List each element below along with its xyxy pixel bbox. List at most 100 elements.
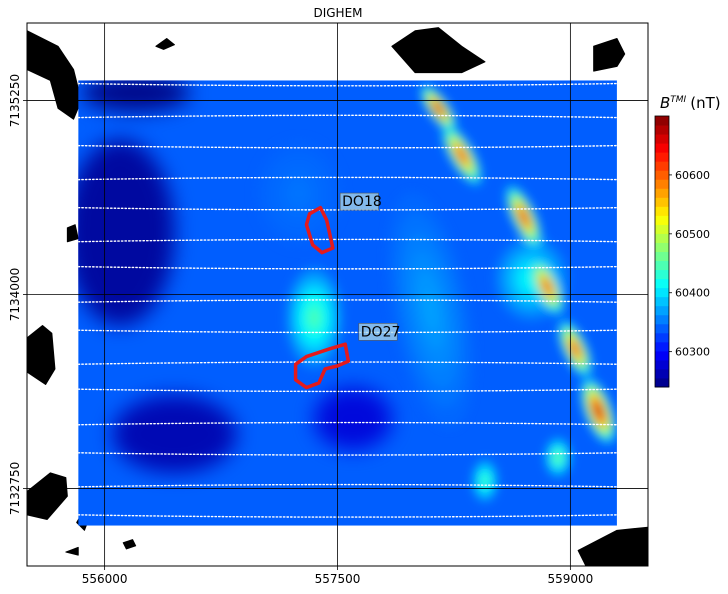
colorbar-tick-label: 60400: [675, 287, 710, 300]
outline-do18: [304, 205, 335, 255]
anomaly: [544, 436, 572, 478]
anomaly-contour: [595, 405, 602, 417]
colorbar-band: [655, 269, 669, 280]
anomaly-contour: [435, 104, 442, 113]
y-tick-label: 7132750: [8, 462, 22, 515]
anomaly-contour: [458, 149, 466, 160]
colorbar-tick-label: 60300: [675, 346, 710, 359]
topography-patch: [66, 224, 79, 243]
topography-patch: [155, 38, 175, 50]
low-field-region: [112, 395, 237, 473]
topography-patch: [391, 27, 486, 74]
colorbar-band: [655, 260, 669, 271]
colorbar-band: [655, 233, 669, 243]
anomaly: [386, 192, 475, 428]
anomaly-contour: [291, 184, 307, 203]
flight-line: [78, 388, 617, 393]
flight-line: [78, 176, 617, 181]
flight-line: [78, 114, 617, 119]
colorbar-band: [655, 179, 669, 189]
x-tick-layer: 556000 557500 559000: [82, 566, 593, 586]
topography-patch: [577, 526, 648, 566]
annotation-layer: DO18 DO27: [339, 192, 401, 341]
topography-patch: [27, 472, 68, 520]
anomaly-contour: [520, 211, 527, 223]
colorbar-band: [655, 188, 669, 198]
colorbar-band: [655, 197, 669, 207]
topography-layer: [27, 27, 648, 566]
colorbar-tick-label: 60600: [675, 169, 710, 182]
colorbar-band: [655, 170, 669, 180]
y-tick-label: 7135250: [8, 74, 22, 127]
colorbar-band: [655, 206, 669, 216]
annotation-box: [358, 323, 398, 341]
colorbar-tick-label: 60500: [675, 228, 710, 241]
topography-patch: [65, 546, 79, 556]
colorbar-band: [655, 305, 669, 316]
colorbar-band: [655, 314, 669, 325]
colorbar-band: [655, 377, 669, 388]
topography-patch: [27, 30, 82, 120]
anomaly-contour: [555, 453, 561, 461]
colorbar-band: [655, 296, 669, 307]
topography-patch: [593, 38, 626, 72]
annotation-label: DO27: [358, 323, 401, 341]
anomaly-contour: [544, 282, 550, 292]
low-field-region: [78, 139, 175, 326]
colorbar-band: [655, 359, 669, 370]
flight-line: [78, 483, 617, 488]
flight-line: [78, 514, 617, 518]
anomaly-contour: [482, 476, 488, 485]
topography-patch: [122, 539, 137, 550]
flight-line: [78, 144, 617, 149]
colorbar-bands: [655, 116, 669, 388]
annotation-box: [339, 192, 379, 211]
x-tick-label: 559000: [547, 572, 593, 586]
anomaly: [471, 458, 499, 503]
anomaly: [254, 139, 344, 249]
low-field-layer: [78, 80, 392, 473]
colorbar-band: [655, 350, 669, 361]
colorbar-frame: [654, 115, 670, 388]
annotation-text: DO18: [342, 194, 382, 210]
low-field-region: [314, 387, 392, 450]
flight-line: [78, 82, 617, 87]
anomaly-contour: [572, 344, 578, 354]
annotation-label: DO18: [339, 192, 382, 211]
colorbar-band: [655, 134, 669, 144]
colorbar: BTMI (nT) 60300 60400 60500 60600: [654, 94, 721, 388]
y-tick-layer: 7132750 7134000 7135250: [8, 74, 27, 515]
colorbar-band: [655, 161, 669, 171]
outline-do27: [293, 342, 351, 390]
colorbar-band: [655, 278, 669, 289]
survey-field-layer: [78, 80, 617, 526]
flight-line: [78, 329, 617, 334]
colorbar-band: [655, 368, 669, 379]
colorbar-band: [655, 215, 669, 225]
flight-line: [78, 265, 617, 270]
plot-area: DO18 DO27: [27, 23, 648, 566]
anomaly: [558, 320, 592, 378]
colorbar-band: [655, 143, 669, 153]
x-tick-label: 556000: [82, 572, 128, 586]
chart-title: DIGHEM: [313, 6, 362, 20]
anomaly-contour: [309, 309, 320, 327]
colorbar-ticks: 60300 60400 60500 60600: [669, 169, 710, 359]
colorbar-band: [655, 224, 669, 234]
colorbar-band: [655, 251, 669, 262]
colorbar-band: [655, 323, 669, 334]
annotation-text: DO27: [361, 324, 401, 340]
flight-line: [78, 299, 617, 303]
topography-patch: [27, 325, 56, 385]
colorbar-band: [655, 152, 669, 162]
y-tick-label: 7134000: [8, 268, 22, 321]
anomaly: [285, 266, 344, 369]
colorbar-band: [655, 125, 669, 135]
anomaly: [505, 185, 542, 249]
flight-line: [78, 452, 617, 456]
anomaly-layer: [254, 85, 616, 503]
flight-line: [78, 238, 617, 243]
anomaly: [441, 124, 482, 186]
colorbar-band: [655, 287, 669, 298]
